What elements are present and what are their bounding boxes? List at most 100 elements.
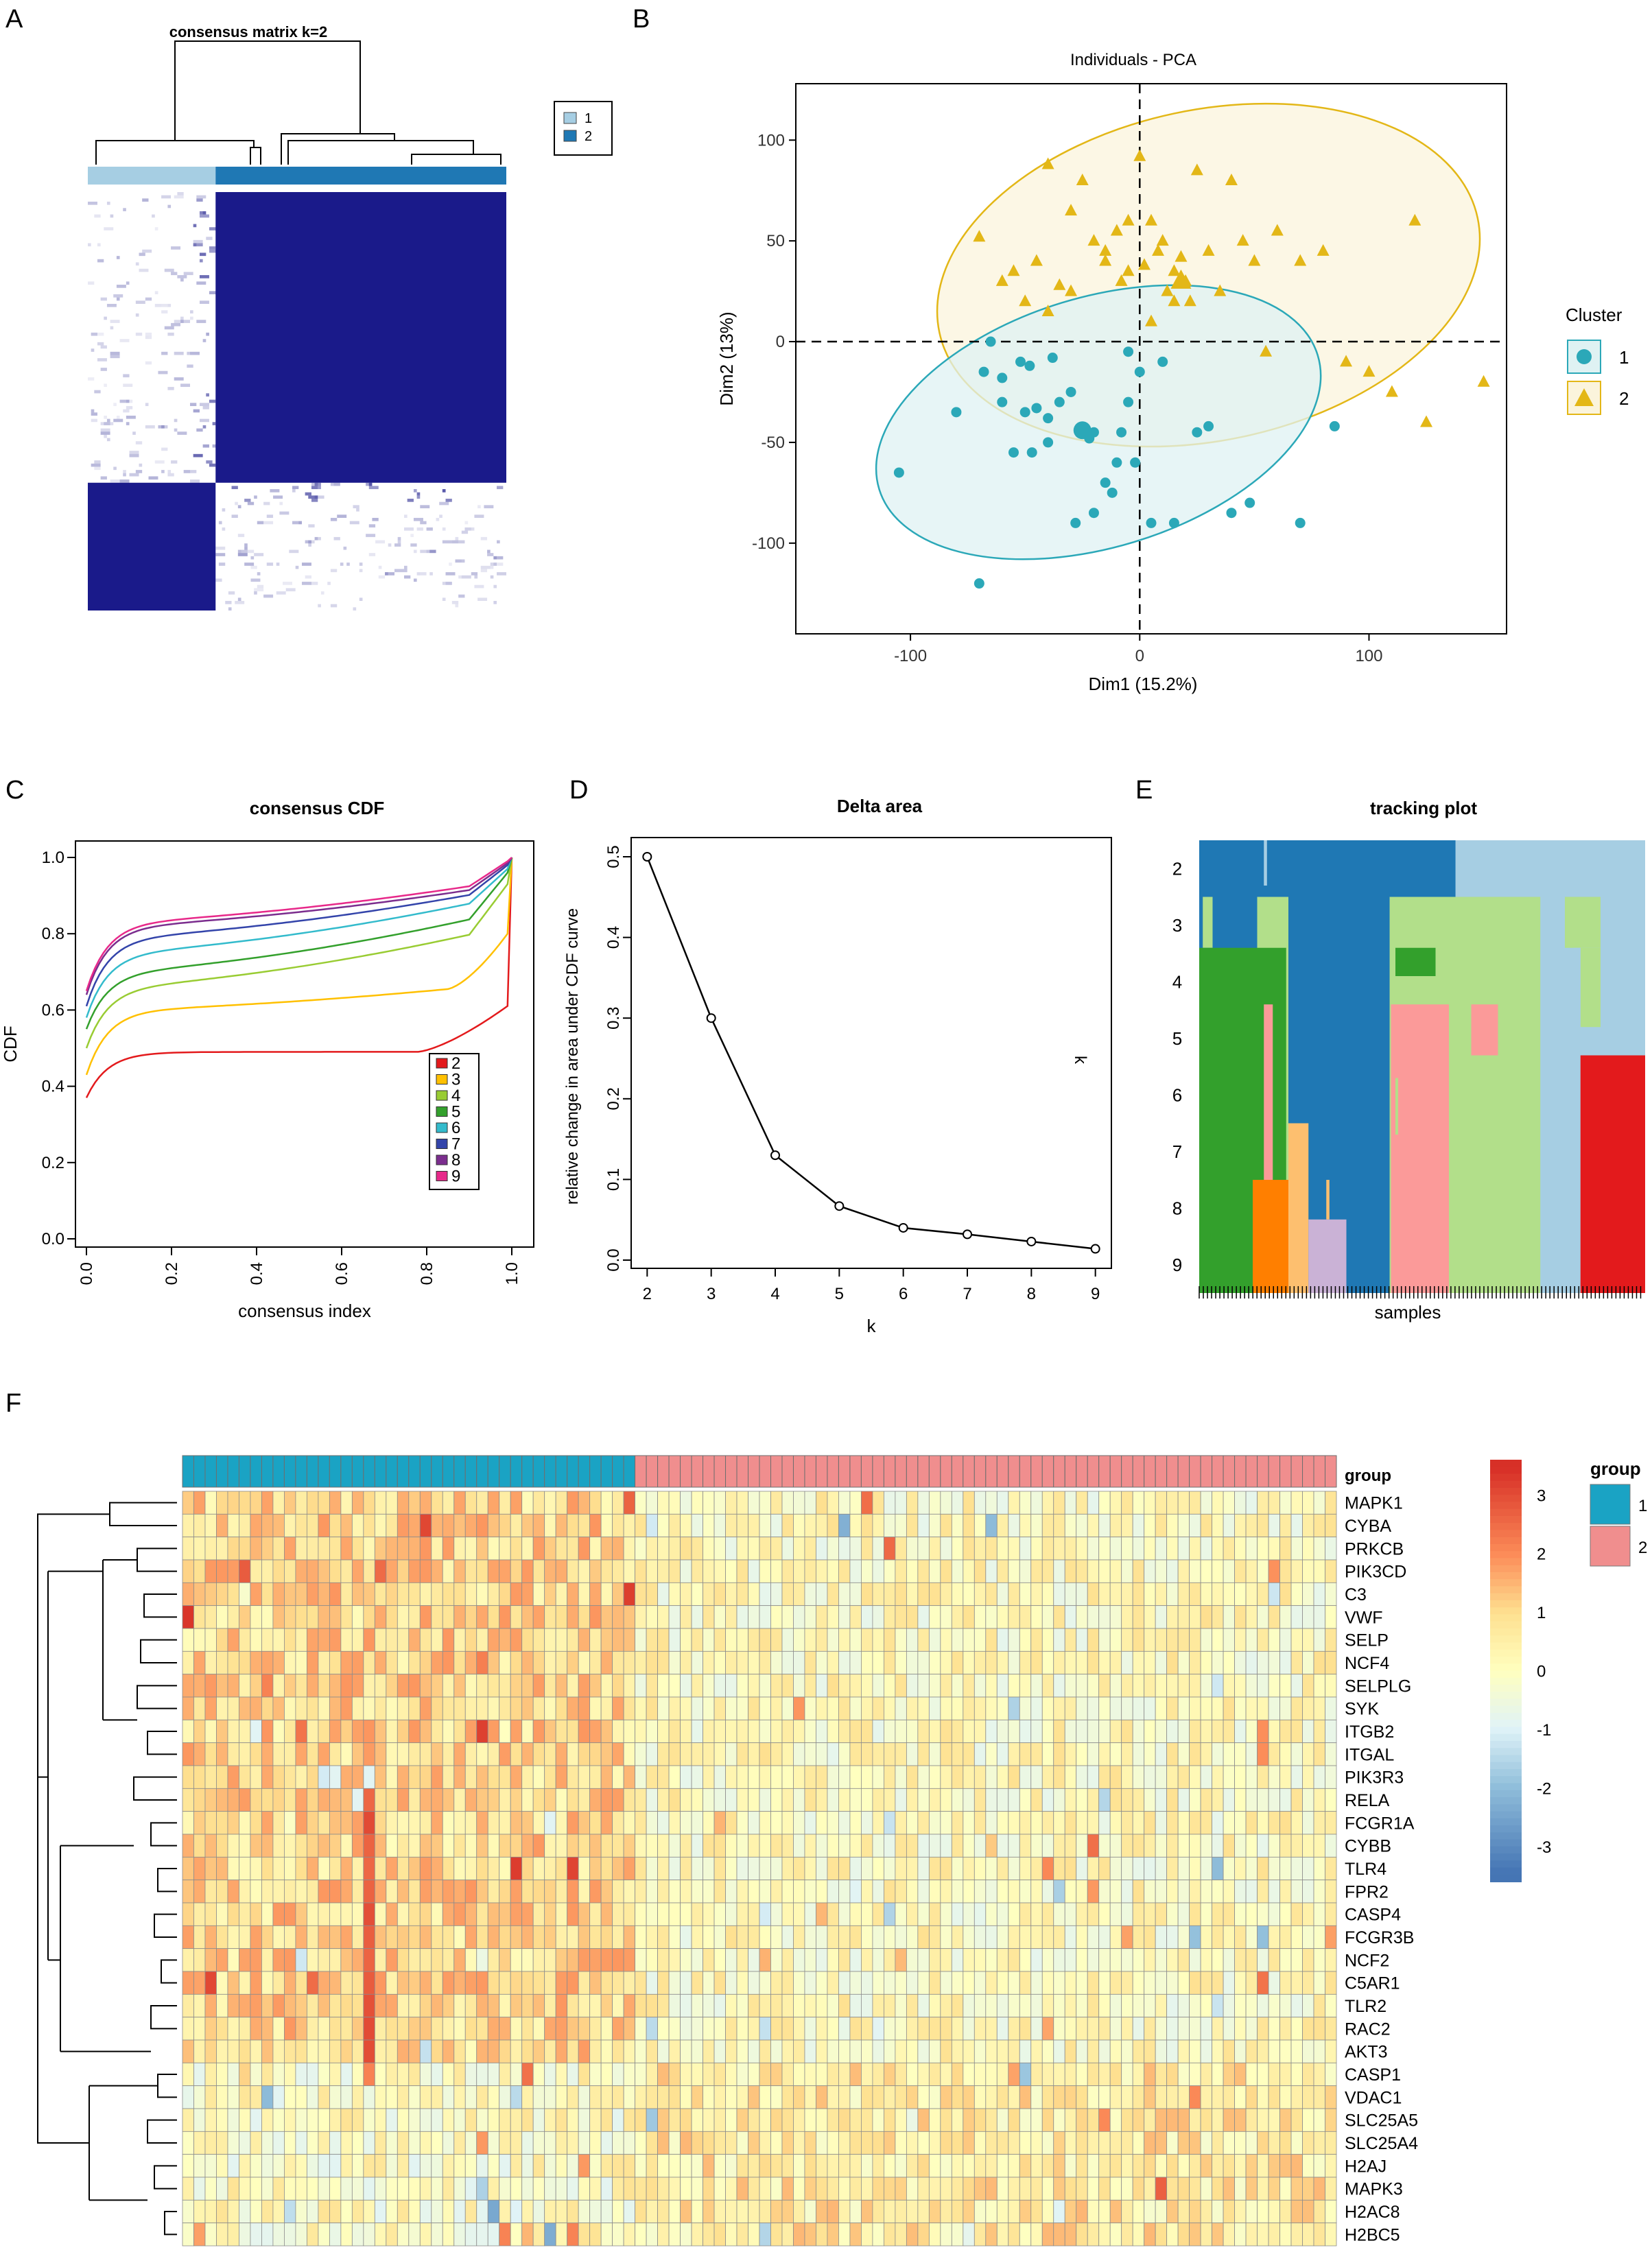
- heatmap-cell: [985, 2062, 998, 2087]
- heatmap-cell: [1041, 2017, 1054, 2041]
- heatmap-cell: [1109, 1902, 1122, 1926]
- heatmap-cell: [635, 1811, 647, 1835]
- heatmap-cell: [985, 1993, 998, 2018]
- heatmap-cell: [476, 2039, 488, 2063]
- heatmap-cell: [419, 1925, 432, 1949]
- heatmap-cell: [928, 2017, 941, 2041]
- heatmap-cell: [340, 2085, 353, 2109]
- heatmap-cell: [1223, 2039, 1235, 2063]
- heatmap-cell: [1279, 1971, 1292, 1995]
- heatmap-cell: [272, 1948, 285, 1972]
- consensus-cell: [378, 575, 386, 579]
- heatmap-cell: [725, 2017, 738, 2041]
- heatmap-cell: [261, 1948, 274, 1972]
- heatmap-cell: [1268, 1513, 1280, 1538]
- heatmap-cell: [600, 2062, 613, 2087]
- heatmap-cell: [1098, 1948, 1111, 1972]
- consensus-cell: [241, 549, 248, 554]
- heatmap-cell: [985, 1696, 998, 1720]
- pca-point-cluster-1: [997, 372, 1008, 383]
- heatmap-cell: [1041, 1605, 1054, 1629]
- heatmap-cell: [816, 2085, 828, 2109]
- heatmap-cell: [1087, 1719, 1100, 1744]
- heatmap-cell: [1200, 1628, 1213, 1652]
- dendro-left-sub: [250, 147, 261, 165]
- heatmap-cell: [340, 1765, 353, 1789]
- heatmap-cell: [1268, 1537, 1280, 1561]
- heatmap-cell: [759, 1925, 771, 1949]
- heatmap-cell: [1076, 2085, 1088, 2109]
- heatmap-cell: [193, 1491, 206, 1515]
- scale-step: [1490, 1741, 1522, 1749]
- heatmap-cell: [284, 1948, 296, 1972]
- heatmap-cell: [770, 2062, 783, 2087]
- heatmap-cell: [1279, 1880, 1292, 1904]
- heatmap-cell: [239, 1582, 251, 1607]
- heatmap-cell: [250, 1788, 262, 1812]
- heatmap-cell: [1053, 1537, 1065, 1561]
- heatmap-cell: [691, 2199, 703, 2224]
- heatmap-cell: [725, 1993, 738, 2018]
- consensus-cell: [228, 607, 232, 611]
- heatmap-cell: [1132, 1605, 1145, 1629]
- scale-step: [1490, 1607, 1522, 1615]
- heatmap-cell: [408, 2108, 421, 2132]
- heatmap-cell: [996, 2199, 1009, 2224]
- heatmap-cell: [861, 1628, 873, 1652]
- heatmap-cell: [1245, 2085, 1258, 2109]
- panel-d-delta-area: Delta area 2 3 4 5 6 7 8 90.00.10.20.30.40.5 k …: [563, 796, 1112, 1336]
- heatmap-cell: [646, 2199, 658, 2224]
- heatmap-cell: [713, 1537, 726, 1561]
- heatmap-cell: [555, 2223, 568, 2247]
- dendro-right-leaf: [411, 154, 502, 165]
- heatmap-cell: [1268, 2199, 1280, 2224]
- heatmap-cell: [431, 2131, 443, 2155]
- heatmap-cell: [1177, 2131, 1190, 2155]
- heatmap-cell: [963, 1925, 975, 1949]
- heatmap-cell: [759, 1719, 771, 1744]
- heatmap-cell: [521, 2199, 534, 2224]
- heatmap-cell: [521, 1788, 534, 1812]
- heatmap-cell: [532, 1834, 545, 1858]
- heatmap-cell: [1257, 1559, 1269, 1583]
- heatmap-cell: [250, 1719, 262, 1744]
- heatmap-cell: [816, 1491, 828, 1515]
- heatmap-cell: [306, 1628, 319, 1652]
- heatmap-cell: [544, 1742, 556, 1766]
- heatmap-cell: [657, 1925, 670, 1949]
- heatmap-cell: [691, 1765, 703, 1789]
- heatmap-cell: [996, 1880, 1009, 1904]
- heatmap-cell: [1223, 2131, 1235, 2155]
- heatmap-cell: [1041, 2177, 1054, 2201]
- heatmap-cell: [713, 2131, 726, 2155]
- heatmap-cell: [351, 2199, 364, 2224]
- heatmap-cell: [521, 1559, 534, 1583]
- heatmap-cell: [1019, 1719, 1032, 1744]
- heatmap-cell: [713, 1605, 726, 1629]
- heatmap-cell: [1245, 1582, 1258, 1607]
- heatmap-cell: [453, 2223, 466, 2247]
- consensus-cell: [305, 540, 311, 544]
- pca-point-cluster-1: [951, 407, 962, 418]
- scale-step: [1490, 1733, 1522, 1742]
- heatmap-cell: [555, 1491, 568, 1515]
- heatmap-cell: [928, 2108, 941, 2132]
- delta-x-tick-label: 4: [770, 1285, 779, 1303]
- heatmap-cell: [872, 1719, 884, 1744]
- panel-a-matrix: [88, 192, 506, 611]
- heatmap-cell: [1268, 1788, 1280, 1812]
- heatmap-cell: [928, 1491, 941, 1515]
- heatmap-cell: [499, 2131, 511, 2155]
- consensus-cell: [116, 285, 126, 288]
- heatmap-cell: [1041, 2039, 1054, 2063]
- heatmap-cell: [917, 1811, 930, 1835]
- delta-x-tick-label: 9: [1091, 1285, 1100, 1303]
- heatmap-cell: [759, 1856, 771, 1881]
- heatmap-cell: [419, 1765, 432, 1789]
- heatmap-cell: [1121, 1834, 1133, 1858]
- heatmap-cell: [295, 1948, 307, 1972]
- heatmap-cell: [680, 1788, 692, 1812]
- heatmap-cell: [1166, 1788, 1179, 1812]
- heatmap-cell: [442, 1948, 455, 1972]
- heatmap-cell: [1302, 1605, 1314, 1629]
